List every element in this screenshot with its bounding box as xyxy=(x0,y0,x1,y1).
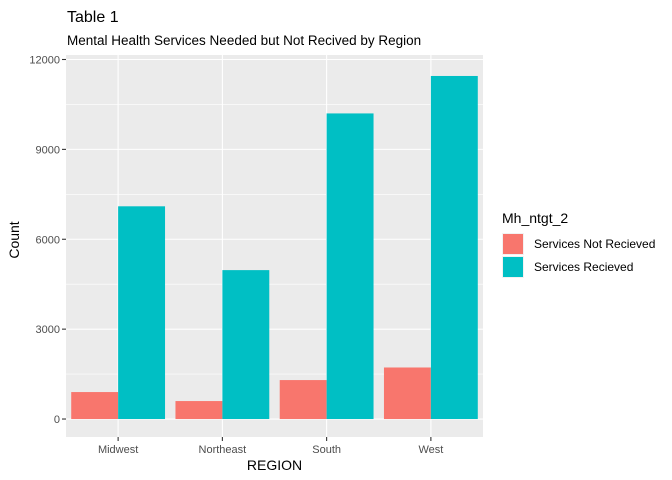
y-tick-label: 9000 xyxy=(36,144,60,156)
legend-label: Services Recieved xyxy=(534,260,633,274)
legend-title: Mh_ntgt_2 xyxy=(502,210,568,226)
x-axis-title: REGION xyxy=(247,457,302,473)
x-tick-label: South xyxy=(312,444,341,456)
bar xyxy=(279,380,327,420)
bar xyxy=(175,401,223,420)
x-tick-label: Midwest xyxy=(98,444,138,456)
x-axis: Midwest Northeast South West xyxy=(98,437,443,456)
legend: Mh_ntgt_2 Services Not Recieved Services … xyxy=(502,210,655,278)
y-tick-label: 3000 xyxy=(36,324,60,336)
chart-title: Table 1 xyxy=(67,9,119,26)
y-axis: 0 3000 6000 9000 12000 xyxy=(29,54,66,426)
x-tick-label: Northeast xyxy=(199,444,247,456)
y-tick-label: 6000 xyxy=(36,234,60,246)
y-tick-label: 12000 xyxy=(29,54,60,66)
bar xyxy=(118,206,166,420)
chart-subtitle: Mental Health Services Needed but Not Re… xyxy=(67,33,421,48)
y-axis-title: Count xyxy=(6,221,22,258)
legend-key xyxy=(503,234,523,254)
legend-key xyxy=(503,257,523,277)
bar xyxy=(222,270,270,420)
bar xyxy=(383,367,431,420)
bar xyxy=(326,113,374,420)
bar xyxy=(430,75,478,420)
bars xyxy=(71,75,478,420)
legend-label: Services Not Recieved xyxy=(534,237,655,251)
x-tick-label: West xyxy=(418,444,443,456)
y-tick-label: 0 xyxy=(54,414,60,426)
bar xyxy=(71,392,119,420)
